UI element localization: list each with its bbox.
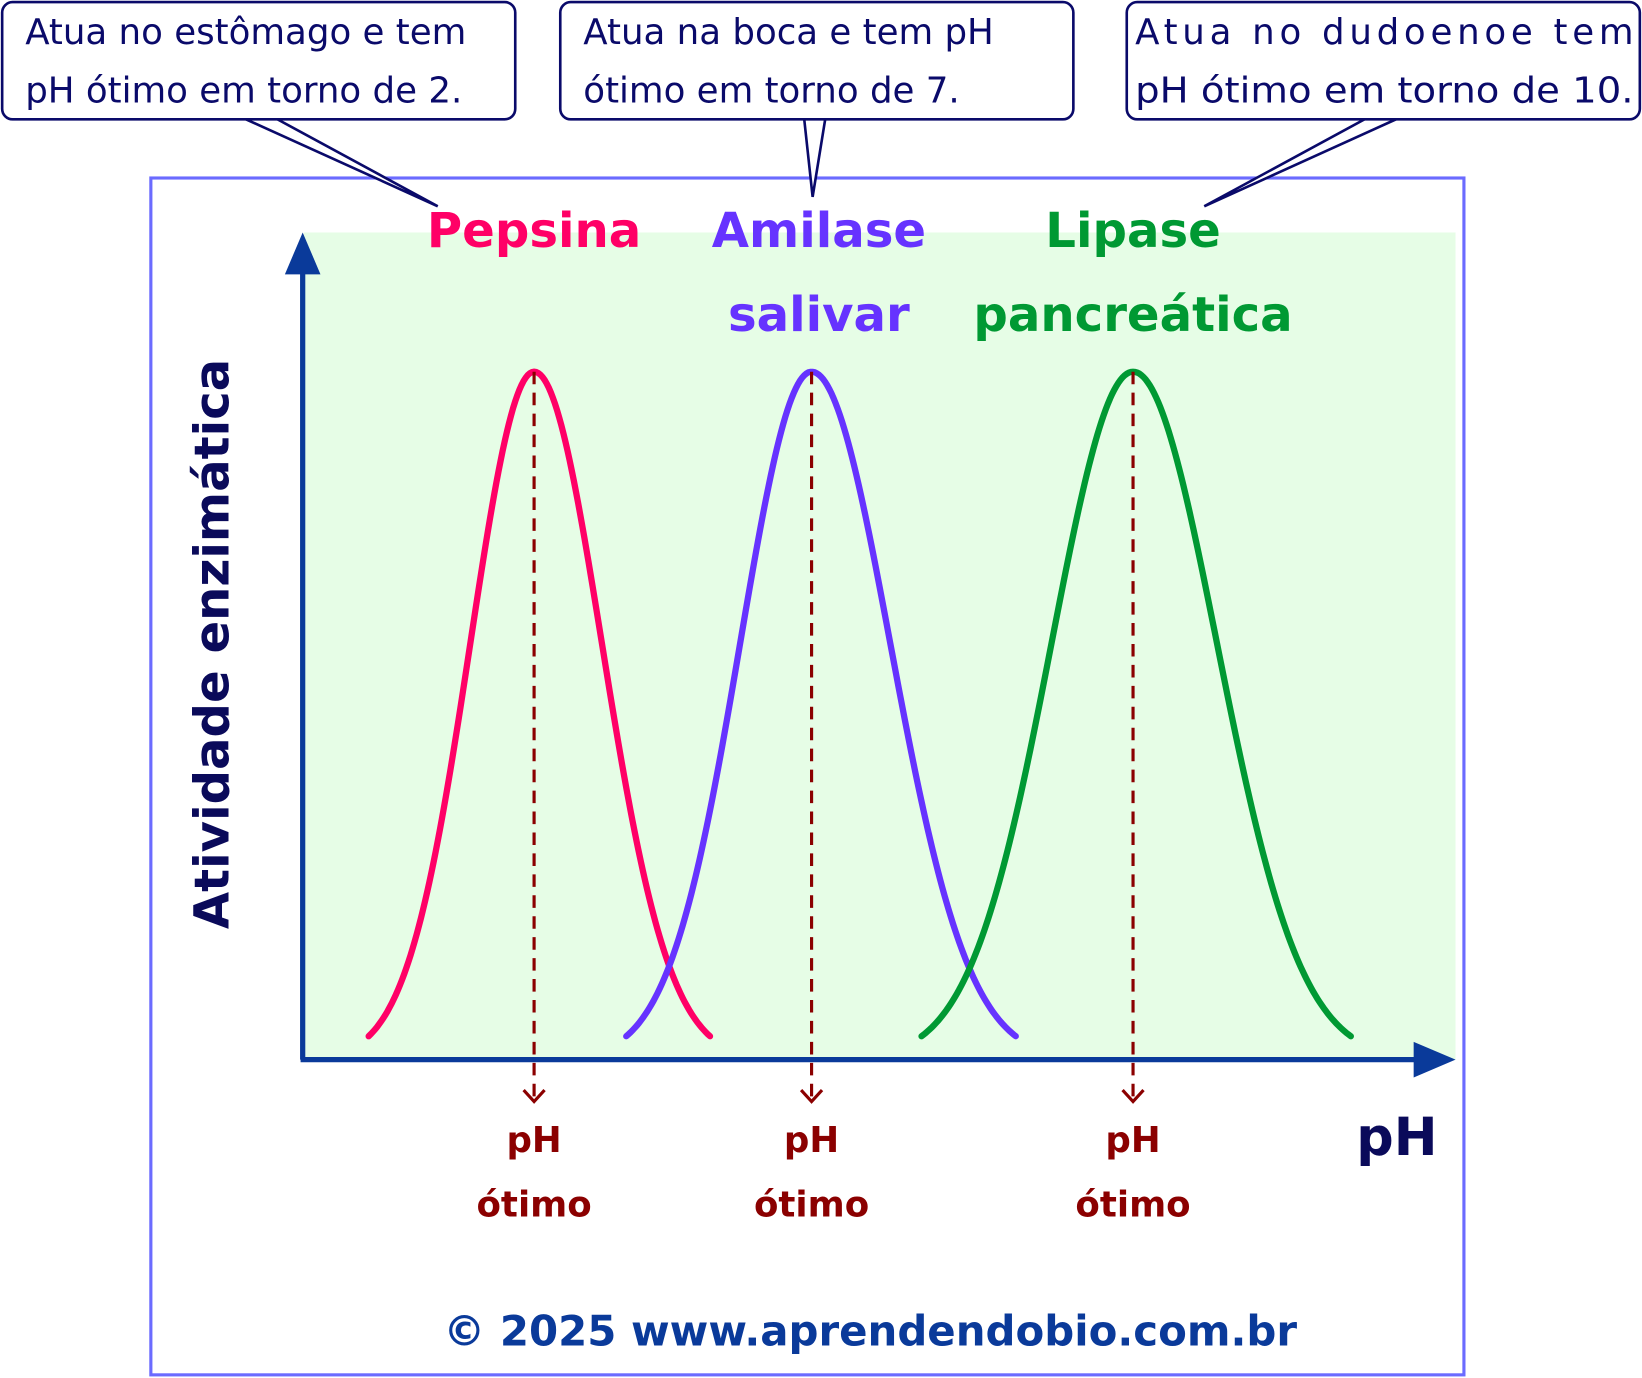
plot-background xyxy=(303,232,1456,1060)
callout-text: ótimo em torno de 7. xyxy=(583,71,959,112)
x-axis-label: pH xyxy=(1356,1107,1437,1168)
callout-text: pH ótimo em torno de 10. xyxy=(1135,71,1633,112)
optimum-labels: pH ótimo pH ótimo pH ótimo xyxy=(476,1120,1190,1226)
optimum-label: ótimo xyxy=(476,1185,591,1226)
curve-pepsina xyxy=(365,368,714,1040)
curve-lipase xyxy=(918,368,1354,1040)
callout-text: Atua no estômago e tem xyxy=(25,12,466,53)
enzyme-label-pepsina: Pepsina xyxy=(427,203,641,259)
x-axis-arrow-icon xyxy=(1413,1041,1456,1078)
callout-text: Atua na boca e tem pH xyxy=(583,12,994,53)
callout-text: pH ótimo em torno de 2. xyxy=(25,71,462,112)
callout-amilase: Atua na boca e tem pH ótimo em torno de … xyxy=(558,0,1075,198)
optimum-label: pH xyxy=(1105,1120,1160,1161)
callout-text: Atua no dudoenoe tem xyxy=(1135,12,1633,53)
optimum-label: ótimo xyxy=(1075,1185,1190,1226)
enzyme-label-lipase: pancreática xyxy=(973,287,1292,343)
down-arrow-icon xyxy=(799,1088,824,1104)
y-axis-arrow-icon xyxy=(284,232,321,275)
callout-pepsina: Atua no estômago e tem pH ótimo em torno… xyxy=(0,0,517,208)
curve-amilase xyxy=(623,368,1019,1040)
callout-lipase: Atua no dudoenoe tem pH ótimo em torno d… xyxy=(1125,0,1642,208)
enzyme-label-amilase: salivar xyxy=(728,287,910,343)
enzyme-label-lipase: Lipase xyxy=(1045,203,1220,259)
down-arrow-icon xyxy=(1121,1088,1145,1104)
optimum-label: pH xyxy=(506,1120,561,1161)
copyright: © 2025 www.aprendendobio.com.br xyxy=(443,1307,1297,1356)
y-axis-label: Atividade enzimática xyxy=(184,359,240,929)
curves xyxy=(365,368,1354,1104)
optimum-label: pH xyxy=(784,1120,839,1161)
optimum-label: ótimo xyxy=(754,1185,869,1226)
down-arrow-icon xyxy=(522,1088,546,1104)
enzyme-label-amilase: Amilase xyxy=(712,203,926,259)
